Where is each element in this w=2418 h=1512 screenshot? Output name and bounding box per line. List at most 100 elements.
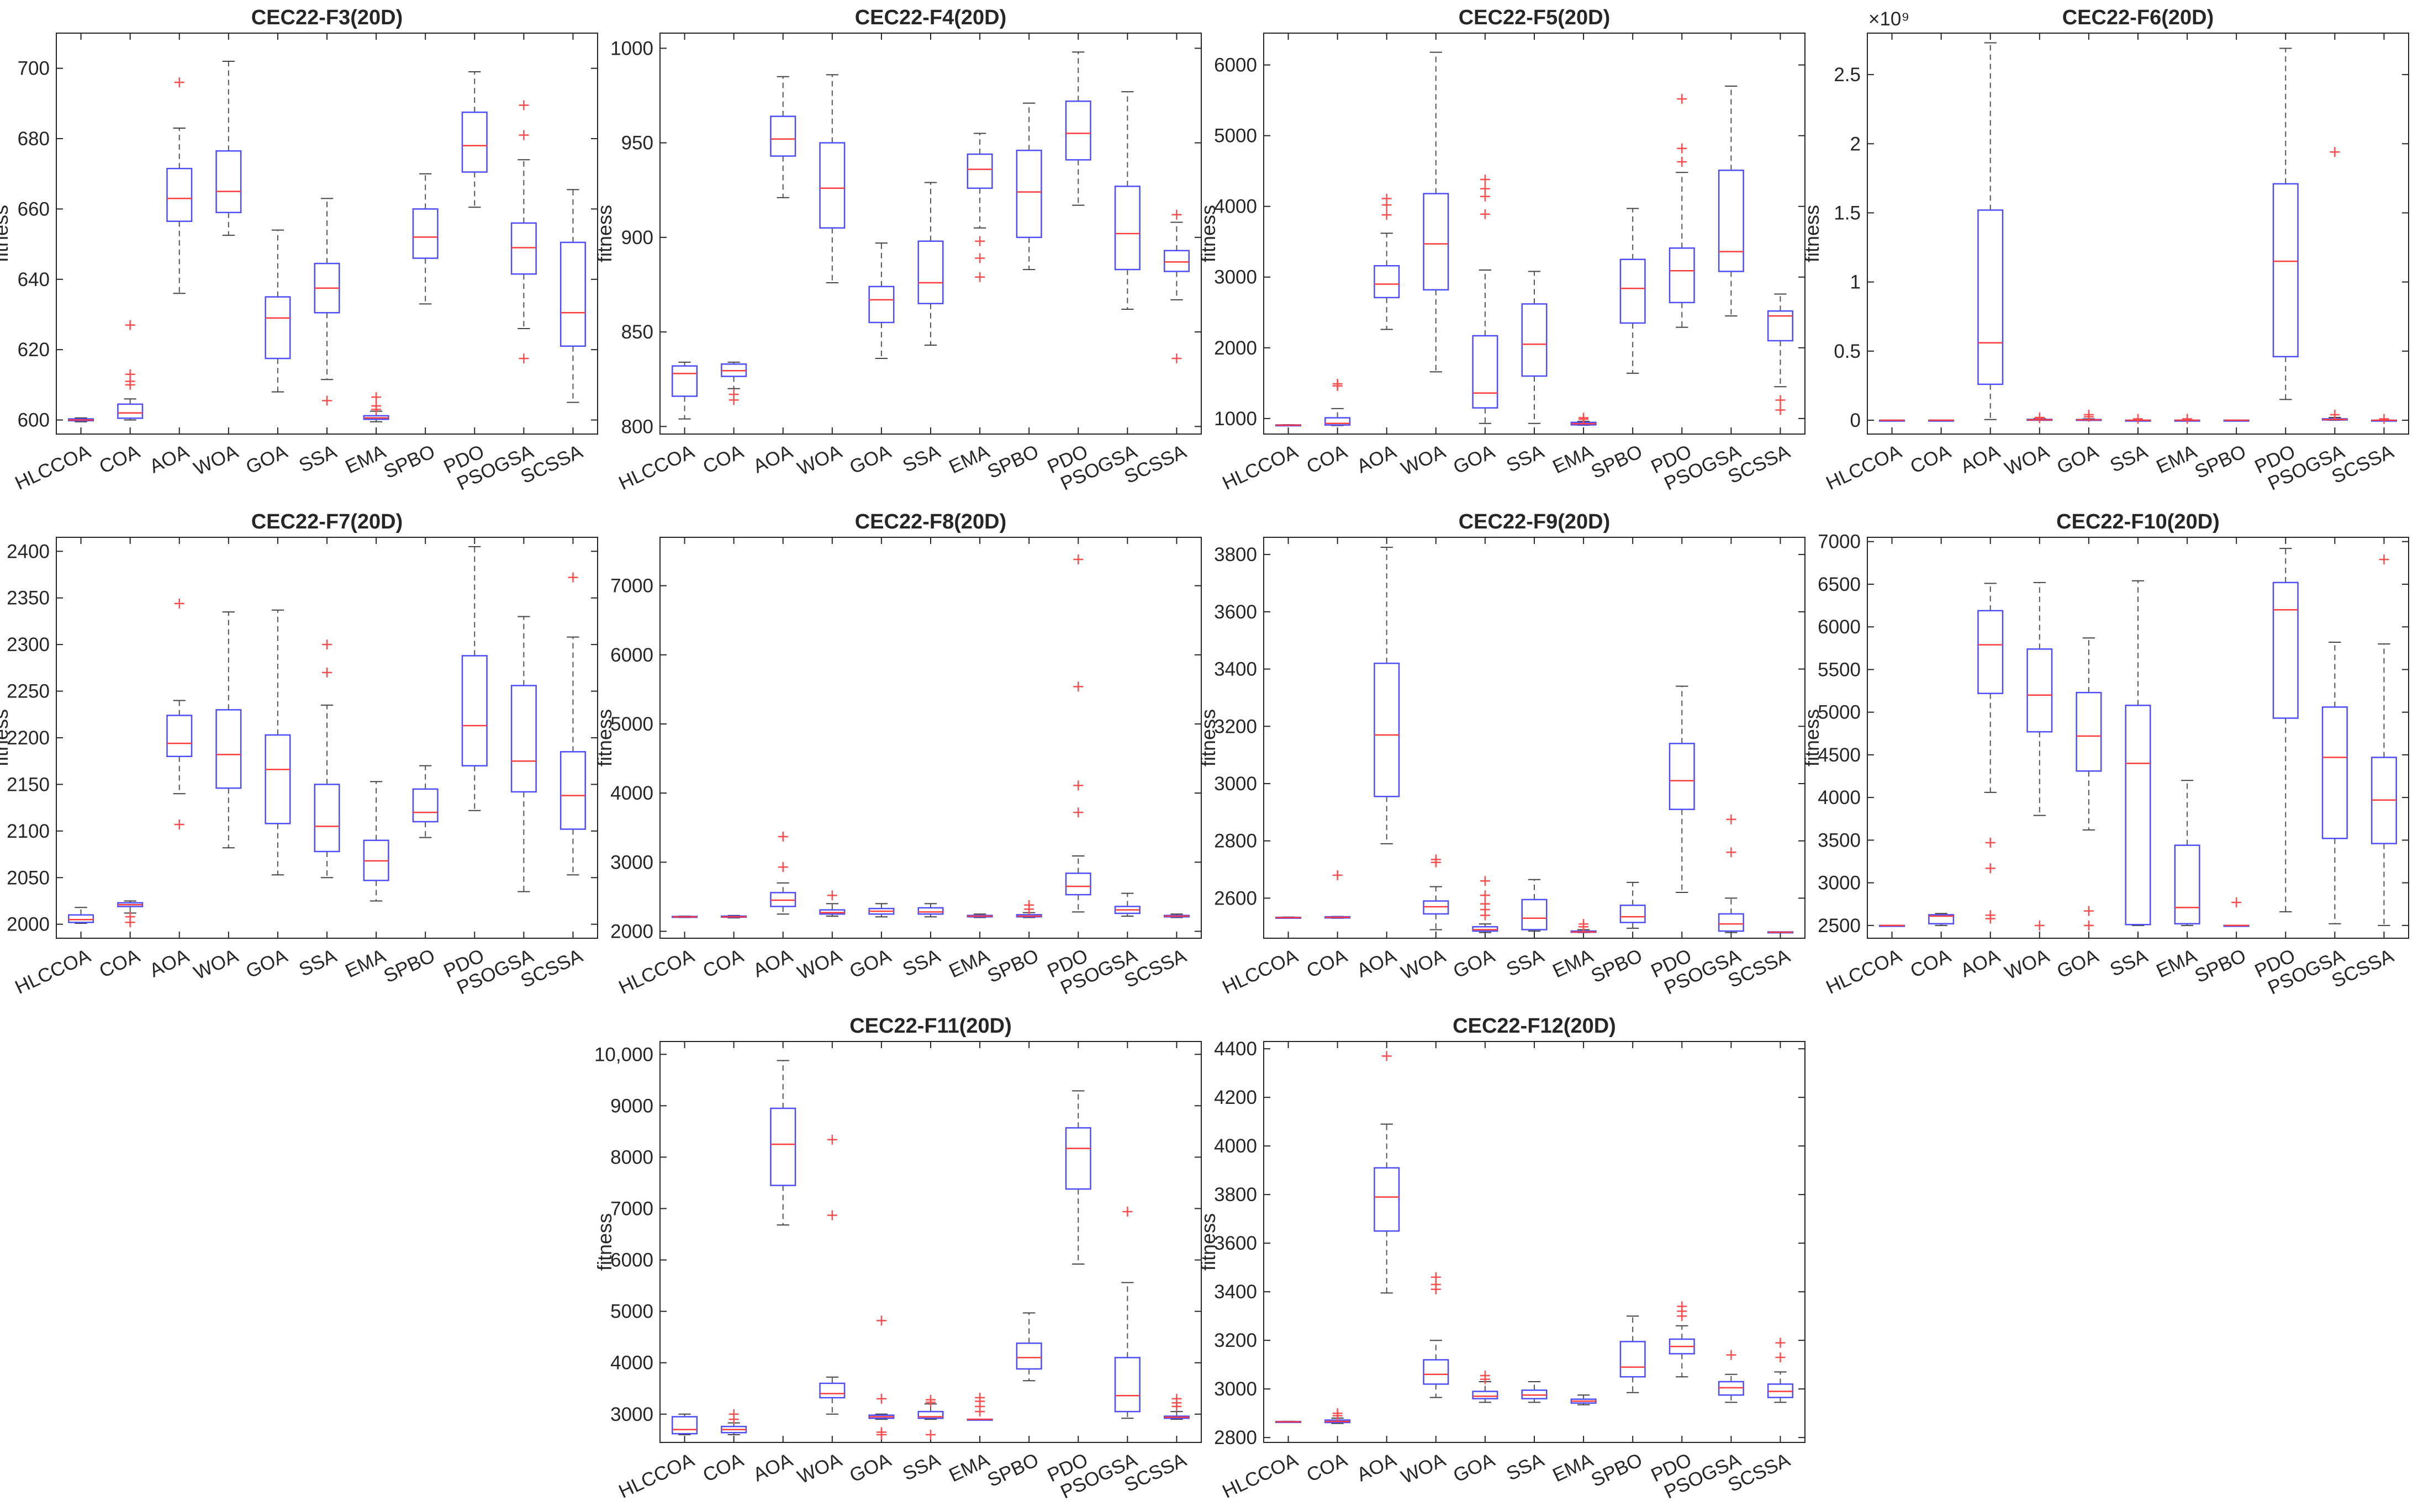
box-hlccoa [672,1413,698,1436]
box-hlccoa [1275,916,1302,919]
box-psogsa [1718,1350,1744,1403]
y-axis-label: fitness [0,709,12,766]
chart-panel: CEC22-F3(20D)fitness600620640660680700HL… [0,6,598,495]
outlier-marker [827,1134,837,1145]
outlier-marker [1073,554,1084,565]
box-iqr [1114,186,1141,271]
box-iqr [2125,705,2151,926]
y-tick-label: 800 [621,416,653,437]
box-aoa [770,831,796,915]
outlier-marker [1480,183,1490,194]
y-tick-label: 2.5 [1834,64,1861,86]
y-axis-label: fitness [1801,205,1823,262]
outlier-marker [1985,910,1995,921]
outlier-marker [568,572,578,583]
outlier-marker [1024,900,1034,910]
chart-panel: CEC22-F8(20D) fitness 2000 3000 4000 5000 6000… [593,510,1202,999]
box-ssa [1521,879,1548,932]
box-pdo [1669,685,1695,894]
box-hlccoa [672,361,698,420]
chart-panel: CEC22-F7(20D) fitness 2000 2050 2100 2150 2200… [0,510,598,999]
box-iqr [1718,913,1744,932]
box-iqr [1016,150,1042,239]
box-iqr [2272,581,2299,719]
outlier-marker [1381,193,1392,204]
y-tick-label: 3200 [1214,716,1257,737]
box-aoa [1374,547,1400,844]
y-tick-label: 2100 [7,821,50,842]
y-tick-label: 2600 [1214,887,1257,909]
box-hlccoa [1275,424,1302,427]
box-goa [2076,637,2102,931]
box-spbo [2223,419,2250,422]
y-tick-label: 4000 [1214,1135,1257,1157]
box-psogsa [1114,892,1141,917]
y-tick-label: 3000 [1214,267,1257,288]
outlier-marker [2379,554,2389,565]
outlier-marker [1171,209,1182,220]
box-aoa [770,76,796,198]
box-ema [967,913,993,918]
chart-title: CEC22-F7(20D) [251,510,403,533]
outlier-marker [1171,1393,1182,1404]
y-tick-label: 4200 [1214,1087,1257,1108]
outlier-marker [1073,807,1084,818]
box-scssa [559,189,586,403]
outlier-marker [2182,414,2193,424]
y-tick-label: 700 [18,58,50,80]
y-tick-label: 6500 [1818,574,1861,595]
box-iqr [2272,183,2299,358]
y-tick-label: 3000 [1214,1378,1257,1400]
y-tick-label: 3600 [1214,1233,1257,1254]
box-psogsa [1718,86,1744,317]
box-coa [1324,870,1351,919]
box-iqr [412,788,439,823]
outlier-marker [2231,897,2242,908]
y-tick-label: 9000 [610,1095,653,1117]
box-woa [819,890,846,917]
y-tick-label: 1000 [610,38,653,59]
chart-panel: CEC22-F5(20D) fitness 1000 2000 3000 4000 5000… [1197,6,1805,495]
box-ema [967,1393,993,1421]
outlier-marker [2083,906,2094,916]
outlier-marker [1726,847,1736,858]
box-coa [1324,379,1351,426]
box-spbo [412,765,439,838]
box-goa [868,1315,895,1440]
box-iqr [819,1382,846,1399]
outlier-marker [1073,780,1084,791]
box-ssa [2125,580,2151,926]
y-tick-label: 1 [1850,272,1861,293]
box-iqr [559,751,586,830]
y-tick-label: 4400 [1214,1038,1257,1060]
y-tick-label: 3800 [1214,1184,1257,1206]
y-tick-label: 2150 [7,774,50,795]
outlier-marker [876,1393,886,1404]
box-iqr [819,909,846,915]
box-pdo [1065,51,1091,206]
y-tick-label: 3400 [1214,659,1257,680]
box-scssa [1163,1393,1190,1420]
box-psogsa [510,100,537,364]
box-iqr [1374,662,1400,797]
outlier-marker [174,598,184,609]
outlier-marker [1381,210,1392,220]
outlier-marker [1122,1207,1133,1217]
outlier-marker [2330,147,2340,157]
y-tick-label: 1.5 [1834,202,1861,224]
box-aoa [770,1060,796,1226]
outlier-marker [125,320,135,330]
box-woa [1423,51,1449,373]
box-iqr [1977,209,2004,385]
box-psogsa [510,616,537,892]
y-tick-label: 3000 [1818,873,1861,894]
box-coa [117,320,144,421]
box-iqr [1163,250,1190,272]
box-scssa [2371,554,2397,926]
chart-panel: CEC22-F9(20D) fitness 2600 2800 3000 3200 3400… [1197,510,1805,999]
axis-scale-label: ×10⁹ [1868,8,1909,30]
chart-title: CEC22-F8(20D) [855,510,1007,533]
box-hlccoa [1879,924,1905,927]
outlier-marker [1775,1337,1786,1348]
box-hlccoa [672,915,698,918]
